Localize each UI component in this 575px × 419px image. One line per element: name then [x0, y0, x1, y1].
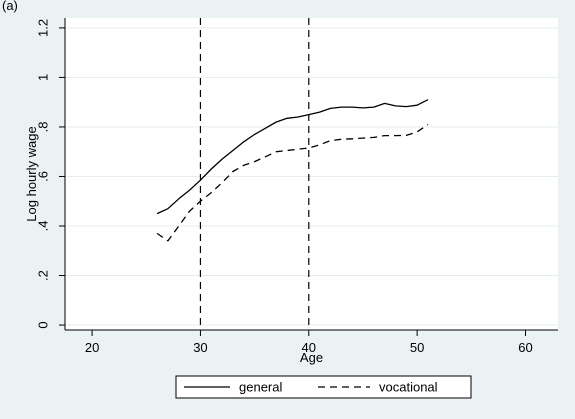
series-line-general [156, 99, 429, 215]
y-tick-label: .6 [36, 171, 51, 182]
series-lines [156, 99, 429, 242]
x-tick-label: 60 [518, 340, 532, 355]
y-tick-label: 1 [36, 74, 51, 81]
y-tick-label: 1.2 [36, 19, 51, 37]
gridlines [65, 27, 558, 326]
x-tick-label: 30 [193, 340, 207, 355]
x-axis-title: Age [300, 350, 323, 365]
y-tick-label: .8 [36, 122, 51, 133]
y-axis-title: Log hourly wage [24, 126, 39, 221]
y-tick-label: .2 [36, 270, 51, 281]
series-line-vocational [156, 123, 429, 242]
legend-label-general: general [239, 380, 282, 395]
reference-lines [199, 18, 310, 330]
x-tick-label: 40 [302, 340, 316, 355]
plot-area [65, 18, 558, 330]
x-tick-label: 50 [410, 340, 424, 355]
legend-label-vocational: vocational [379, 380, 438, 395]
axes: 0 .2 .4 .6 .8 1 1.2 20 30 40 50 60 [36, 18, 558, 355]
y-tick-label: 0 [36, 321, 51, 328]
y-tick-label: .4 [36, 221, 51, 232]
x-tick-label: 20 [85, 340, 99, 355]
panel-label: (a) [2, 0, 18, 13]
legend: general vocational [175, 375, 472, 399]
